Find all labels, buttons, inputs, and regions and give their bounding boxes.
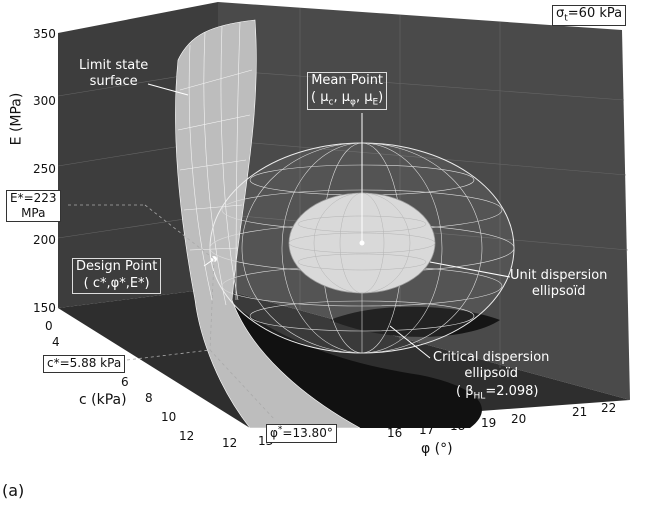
c-star-box: c*=5.88 kPa: [43, 355, 126, 373]
z-tick-350: 350: [33, 27, 56, 41]
phi-tick-20: 20: [511, 412, 527, 426]
mean-point-title: Mean Point: [311, 73, 384, 88]
sigma-value: =60 kPa: [567, 6, 623, 21]
phi-axis-label: φ (°): [421, 441, 453, 457]
phi-tick-12: 12: [222, 436, 238, 450]
paren-open: (: [311, 89, 317, 105]
z-tick-300: 300: [33, 94, 56, 108]
design-point-box: Design Point ( c*,φ*,E*): [72, 258, 162, 294]
phi-tick-19: 19: [481, 416, 497, 430]
beta-subscript: HL: [473, 391, 486, 402]
mean-point-box: Mean Point ( μc, μφ, μE): [307, 72, 388, 111]
z-tick-200: 200: [33, 233, 56, 247]
c-tick-6: 6: [121, 375, 129, 389]
phi-tick-17: 17: [419, 423, 435, 437]
limit-state-label: Limit state surface: [79, 58, 149, 89]
mu-c-sub: c: [328, 97, 334, 108]
c-tick-10: 10: [161, 410, 177, 424]
design-point-title: Design Point: [76, 259, 158, 274]
beta-open: (: [456, 384, 462, 399]
sigma-subscript: t: [564, 13, 568, 24]
sigma-label-box: σt=60 kPa: [552, 5, 627, 27]
phi-tick-22: 22: [601, 401, 617, 415]
mean-point-params: ( μc, μφ, μE): [311, 89, 384, 108]
c-axis-label: c (kPa): [79, 392, 127, 408]
phi-star-value: =13.80°: [282, 426, 333, 440]
design-point-params: ( c*,φ*,E*): [83, 275, 150, 291]
limit-surface-mesh: [177, 21, 253, 306]
c-tick-12: 12: [179, 429, 195, 443]
beta-symbol: β: [465, 384, 474, 399]
e-star-box: E*=223 MPa: [6, 190, 61, 222]
phi-star-symbol: φ: [270, 426, 278, 440]
z-tick-250: 250: [33, 162, 56, 176]
leader-lines: [147, 83, 511, 359]
mu-phi-sub: φ: [350, 97, 356, 108]
paren-close: ): [378, 89, 384, 105]
sigma-symbol: σ: [556, 6, 565, 21]
critical-ellipsoid-label: Critical dispersion ellipsoïd: [433, 350, 550, 381]
beta-value: =2.098): [485, 384, 539, 399]
mu-e-sub: E: [372, 97, 379, 108]
unit-ellipsoid-label: Unit dispersion ellipsoïd: [510, 268, 608, 299]
phi-star-box: φ*=13.80°: [266, 424, 337, 443]
c-tick-8: 8: [145, 391, 153, 405]
z-tick-150: 150: [33, 301, 56, 315]
phi-tick-18: 18: [450, 419, 466, 433]
beta-label: ( βHL=2.098): [456, 384, 539, 402]
back-wall-right: [218, 2, 630, 400]
phi-tick-16: 16: [387, 426, 403, 440]
phi-tick-21: 21: [572, 405, 588, 419]
projection-lines: [68, 204, 276, 421]
panel-label: (a): [2, 481, 25, 500]
phi-star-sup: *: [277, 425, 283, 435]
c-tick-0: 0: [45, 319, 53, 333]
mu-e: μ: [364, 89, 373, 105]
c-tick-4: 4: [52, 335, 60, 349]
z-axis-label: E (MPa): [8, 92, 25, 146]
mu-phi: μ: [341, 89, 350, 105]
mu-c: μ: [320, 89, 329, 105]
